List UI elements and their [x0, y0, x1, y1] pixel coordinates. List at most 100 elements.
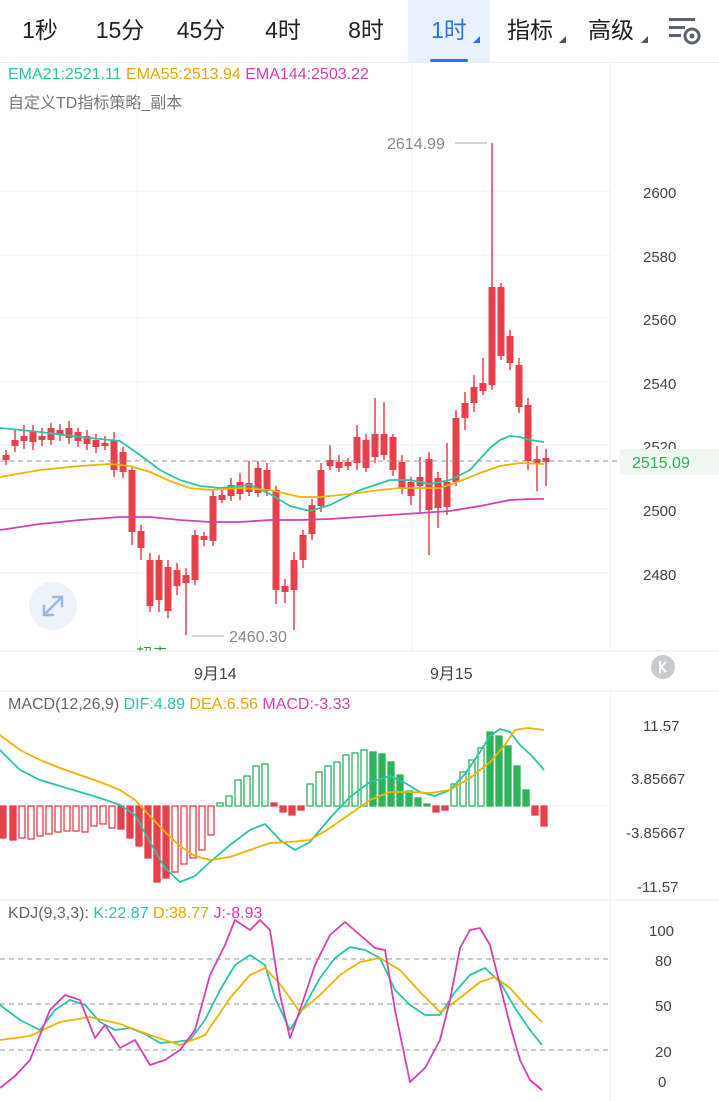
kdj-tick: 50: [655, 998, 672, 1015]
dif-line: [0, 728, 545, 883]
macd-bar: [126, 805, 134, 839]
ema21-line: [0, 427, 545, 512]
candle-body: [29, 432, 37, 442]
macd-bar: [468, 759, 476, 807]
candle-body: [11, 440, 19, 446]
tab-indicators[interactable]: 指标: [490, 0, 570, 62]
macd-bar: [522, 789, 530, 807]
kdj-legend: KDJ(9,3,3): K:22.87 D:38.77 J:-8.93: [8, 905, 262, 923]
macd-bar: [378, 753, 386, 807]
macd-bar: [27, 805, 35, 840]
tab-1s[interactable]: 1秒: [0, 0, 80, 62]
tab-45m[interactable]: 45分: [160, 0, 242, 62]
expand-icon[interactable]: [29, 582, 77, 630]
tab-advanced[interactable]: 高级: [570, 0, 652, 62]
candlesticks: [2, 143, 550, 635]
oversold-marker: 超卖: [136, 646, 168, 664]
candle-body: [38, 436, 46, 440]
candle-body: [2, 455, 10, 460]
macd-bar: [333, 761, 341, 807]
candle-body: [164, 567, 172, 611]
macd-title: MACD(12,26,9): [8, 696, 120, 713]
tab-label: 1时: [431, 17, 467, 43]
candle-body: [380, 434, 388, 455]
low-price-label: 2460.30: [229, 629, 287, 646]
ema-lines: [0, 427, 545, 531]
kdj-tick: 0: [658, 1074, 666, 1091]
tab-label: 8时: [348, 17, 384, 43]
tab-label: 高级: [588, 17, 634, 43]
price-axis: 2600 2580 2560 2540 2520 2500 2480: [643, 185, 676, 584]
macd-lines: [0, 727, 545, 883]
candle-body: [20, 436, 28, 441]
macd-axis: 11.57 3.85667 -3.85667 -11.57: [626, 718, 685, 896]
settings-icon[interactable]: [664, 14, 704, 48]
macd-bar: [9, 805, 17, 841]
kdj-tick: 100: [649, 923, 674, 940]
tab-4h[interactable]: 4时: [242, 0, 324, 62]
candle-body: [263, 470, 271, 491]
candle-body: [227, 485, 235, 496]
k-value: K:22.87: [93, 905, 149, 922]
candle-body: [245, 483, 253, 492]
macd-bar: [153, 805, 161, 883]
candle-body: [353, 437, 361, 463]
macd-bar: [234, 779, 242, 807]
price-tick: 2520: [643, 439, 676, 456]
dropdown-arrow-icon: [559, 36, 566, 43]
price-tick: 2540: [643, 376, 676, 393]
dif-value: DIF:4.89: [123, 696, 185, 713]
candle-body: [461, 403, 469, 418]
price-tick: 2500: [643, 503, 676, 520]
tab-8h[interactable]: 8时: [324, 0, 408, 62]
macd-bar: [459, 771, 467, 807]
ema-legend: EMA21:2521.11 EMA55:2513.94 EMA144:2503.…: [8, 66, 369, 84]
macd-bar: [495, 735, 503, 807]
macd-bar: [396, 774, 404, 807]
candle-body: [128, 470, 136, 532]
candle-body: [542, 458, 550, 462]
tab-15m[interactable]: 15分: [80, 0, 160, 62]
tab-label: 45分: [176, 17, 226, 43]
candle-body: [434, 478, 442, 508]
macd-bar: [45, 805, 53, 835]
tab-label: 15分: [95, 17, 145, 43]
price-tick: 2480: [643, 567, 676, 584]
macd-bar: [315, 771, 323, 807]
kdj-title: KDJ(9,3,3):: [8, 905, 89, 922]
candle-body: [362, 440, 370, 468]
candle-body: [407, 482, 415, 496]
macd-tick: -3.85667: [626, 825, 685, 842]
candle-body: [335, 462, 343, 468]
candle-body: [497, 287, 505, 356]
kdj-axis: 100 80 50 20 0: [649, 923, 674, 1091]
dropdown-arrow-icon: [473, 36, 480, 43]
macd-bar: [270, 802, 278, 807]
candle-body: [101, 443, 109, 446]
candle-body: [137, 531, 145, 548]
candle-body: [308, 505, 316, 534]
candle-body: [344, 462, 352, 466]
j-value: J:-8.93: [213, 905, 263, 922]
candle-body: [236, 482, 244, 494]
candle-body: [56, 430, 64, 434]
high-price-label: 2614.99: [387, 136, 445, 153]
tab-1h[interactable]: 1时: [408, 0, 490, 62]
candle-body: [416, 477, 424, 486]
macd-bar: [306, 783, 314, 807]
candle-body: [515, 365, 523, 407]
macd-bar: [342, 754, 350, 807]
candle-body: [74, 432, 82, 441]
collapse-icon[interactable]: [651, 655, 675, 679]
candle-body: [317, 470, 325, 506]
macd-histogram: [0, 731, 548, 883]
price-tick: 2600: [643, 185, 676, 202]
k-line: [0, 946, 543, 1046]
macd-bar: [405, 790, 413, 807]
x-axis-date-label: 9月15: [430, 666, 473, 683]
kdj-lines: [0, 919, 543, 1091]
dea-line: [0, 727, 545, 861]
candle-body: [209, 496, 217, 541]
active-tab-underline: [430, 59, 468, 62]
